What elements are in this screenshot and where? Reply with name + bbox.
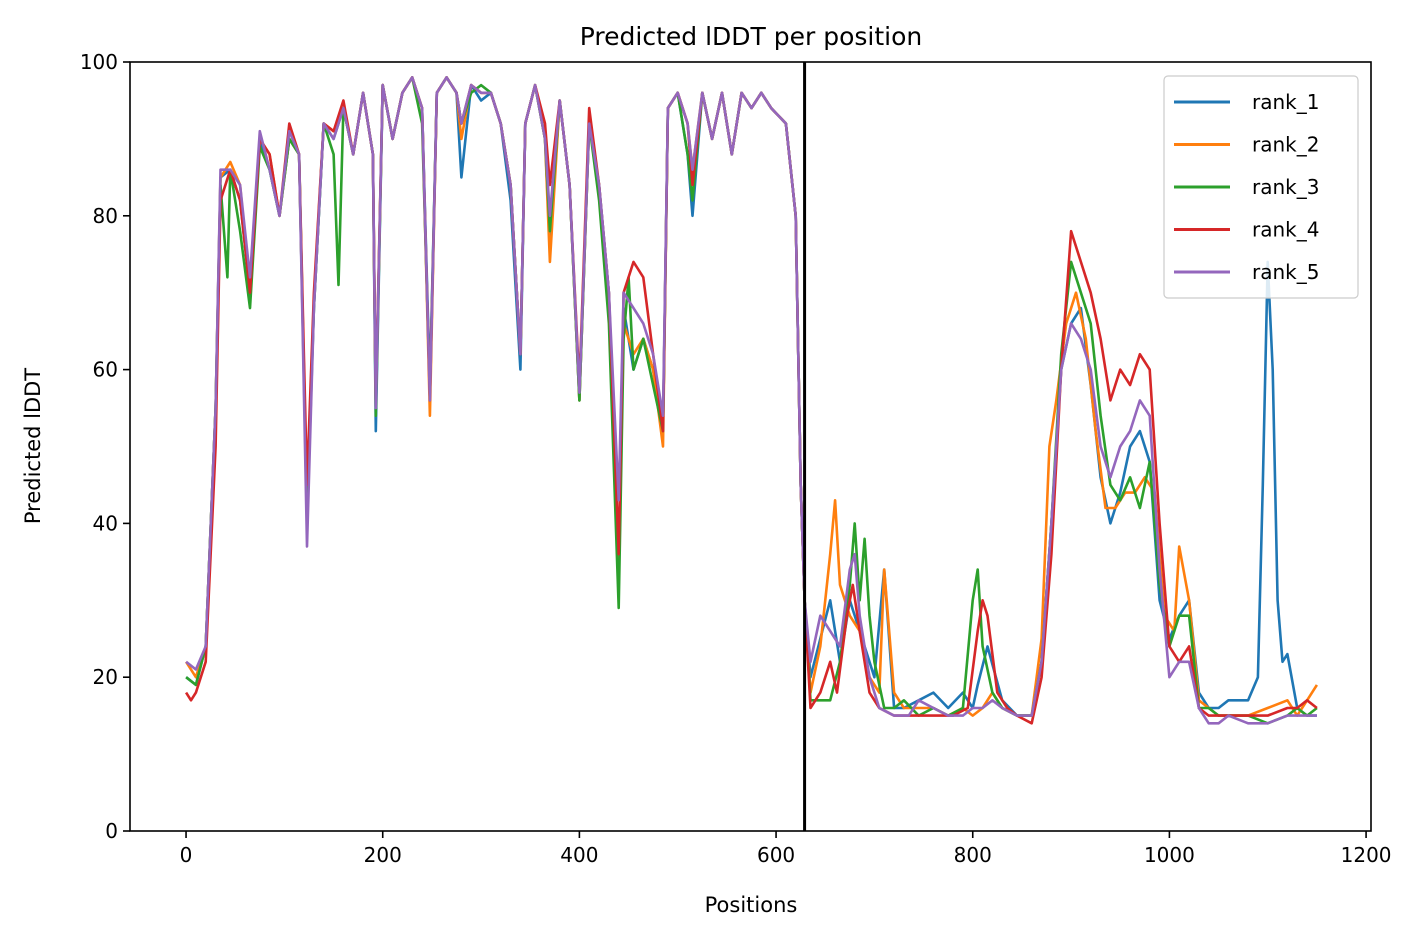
y-tick-label: 80: [93, 204, 118, 228]
y-tick-label: 20: [93, 665, 118, 689]
y-tick-label: 100: [80, 50, 118, 74]
legend-box: [1163, 75, 1359, 299]
y-tick-label: 60: [93, 358, 118, 382]
x-tick-label: 800: [954, 843, 992, 867]
chart-title: Predicted lDDT per position: [580, 22, 922, 51]
legend-label-rank_2: rank_2: [1252, 133, 1319, 157]
y-axis-ticks: 0 20 40 60 80 100: [80, 50, 130, 843]
x-tick-label: 0: [180, 843, 193, 867]
x-tick-label: 600: [757, 843, 795, 867]
x-tick-label: 200: [364, 843, 402, 867]
legend-label-rank_3: rank_3: [1252, 175, 1319, 199]
legend-label-rank_5: rank_5: [1252, 260, 1319, 284]
x-tick-label: 1200: [1341, 843, 1392, 867]
series-line-rank_2: [185, 76, 1318, 717]
series-line-rank_5: [185, 76, 1317, 725]
legend-label-rank_1: rank_1: [1252, 90, 1319, 114]
y-tick-label: 0: [105, 819, 118, 843]
series-lines: [185, 76, 1318, 725]
series-line-rank_3: [185, 76, 1318, 725]
x-tick-label: 400: [560, 843, 598, 867]
plot-frame: [129, 61, 1372, 832]
legend-label-rank_4: rank_4: [1252, 218, 1319, 242]
x-axis-label: Positions: [705, 893, 798, 917]
x-tick-label: 1000: [1144, 843, 1195, 867]
y-tick-label: 40: [93, 511, 118, 535]
x-axis-ticks: 0 200 400 600 800 1000 1200: [180, 831, 1392, 867]
series-line-rank_4: [185, 76, 1318, 725]
series-line-rank_1: [185, 76, 1317, 717]
y-axis-label: Predicted lDDT: [21, 368, 45, 524]
legend: rank_1 rank_2 rank_3 rank_4 rank_5: [1163, 75, 1359, 299]
